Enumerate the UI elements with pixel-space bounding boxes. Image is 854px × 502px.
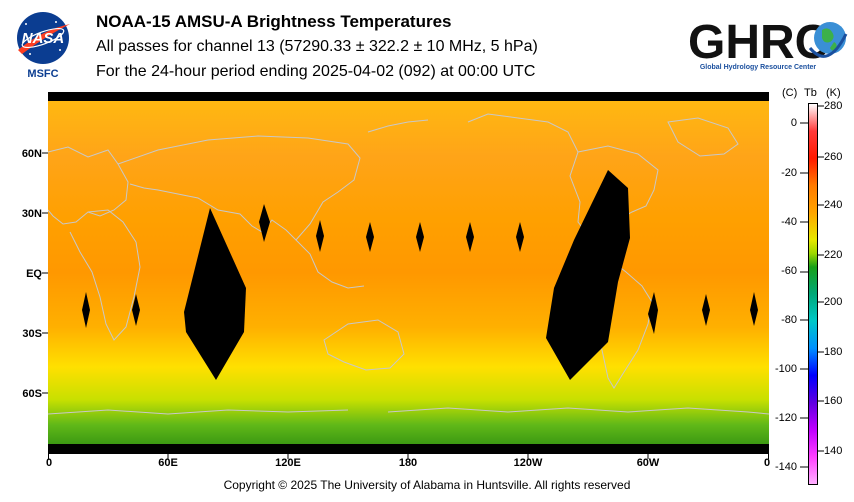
copyright-notice: Copyright © 2025 The University of Alaba… [223,478,631,492]
svg-text:GHRC: GHRC [688,16,829,69]
channel-subtitle: All passes for channel 13 (57290.33 ± 32… [96,38,538,55]
lat-label-60n: 60N [21,148,42,160]
lon-label-0-west: 0 [45,457,53,469]
page-title: NOAA-15 AMSU-A Brightness Temperatures [96,12,452,31]
kelvin-tick-140: 140 [824,445,843,457]
brightness-temperature-map [48,92,769,454]
lon-label-180: 180 [398,457,418,469]
lon-label-0-east: 0 [763,457,771,469]
lat-label-eq: EQ [26,268,42,280]
lat-label-60s: 60S [22,388,42,400]
celsius-tick-minus40: -40 [781,216,797,228]
lon-ticks [48,454,769,459]
lon-label-60e: 60E [158,457,178,469]
kelvin-tick-280: 280 [824,100,843,112]
kelvin-tick-220: 220 [824,249,843,261]
lon-label-120w: 120W [513,457,543,469]
colorbar [808,103,818,485]
celsius-tick-minus80: -80 [781,314,797,326]
ghrc-globe-icon: GHRC [688,16,848,69]
colorbar-unit-k: (K) [826,87,841,99]
ghrc-logo: GHRC Global Hydrology Resource Center [688,8,848,78]
msfc-caption: MSFC [27,68,59,80]
celsius-tick-minus120: -120 [774,412,797,424]
nasa-logo: NASA MSFC [12,10,74,82]
lat-ticks [42,152,48,394]
celsius-tick-minus140: -140 [774,461,797,473]
ghrc-caption: Global Hydrology Resource Center [699,64,817,71]
coastlines [48,113,769,415]
kelvin-tick-180: 180 [824,346,843,358]
celsius-tick-0: 0 [790,117,797,129]
period-subtitle: For the 24-hour period ending 2025-04-02… [96,63,536,80]
lon-label-60w: 60W [636,457,660,469]
nasa-meatball-icon: NASA [17,12,70,64]
lat-label-30n: 30N [21,208,42,220]
kelvin-tick-240: 240 [824,199,843,211]
kelvin-tick-260: 260 [824,151,843,163]
colorbar-unit-tb: Tb [804,87,817,99]
celsius-tick-minus100: -100 [774,363,797,375]
celsius-tick-minus60: -60 [781,265,797,277]
temperature-field [48,92,769,454]
colorbar-unit-c: (C) [782,87,798,99]
kelvin-tick-200: 200 [824,296,843,308]
lon-label-120e: 120E [275,457,301,469]
no-data-band-south [48,444,769,454]
svg-text:NASA: NASA [22,30,65,47]
lat-label-30s: 30S [22,328,42,340]
colorbar-ticks [800,105,824,468]
celsius-tick-minus20: -20 [781,167,797,179]
kelvin-tick-160: 160 [824,395,843,407]
no-data-band-north [48,92,769,101]
orbit-gaps [82,170,758,380]
